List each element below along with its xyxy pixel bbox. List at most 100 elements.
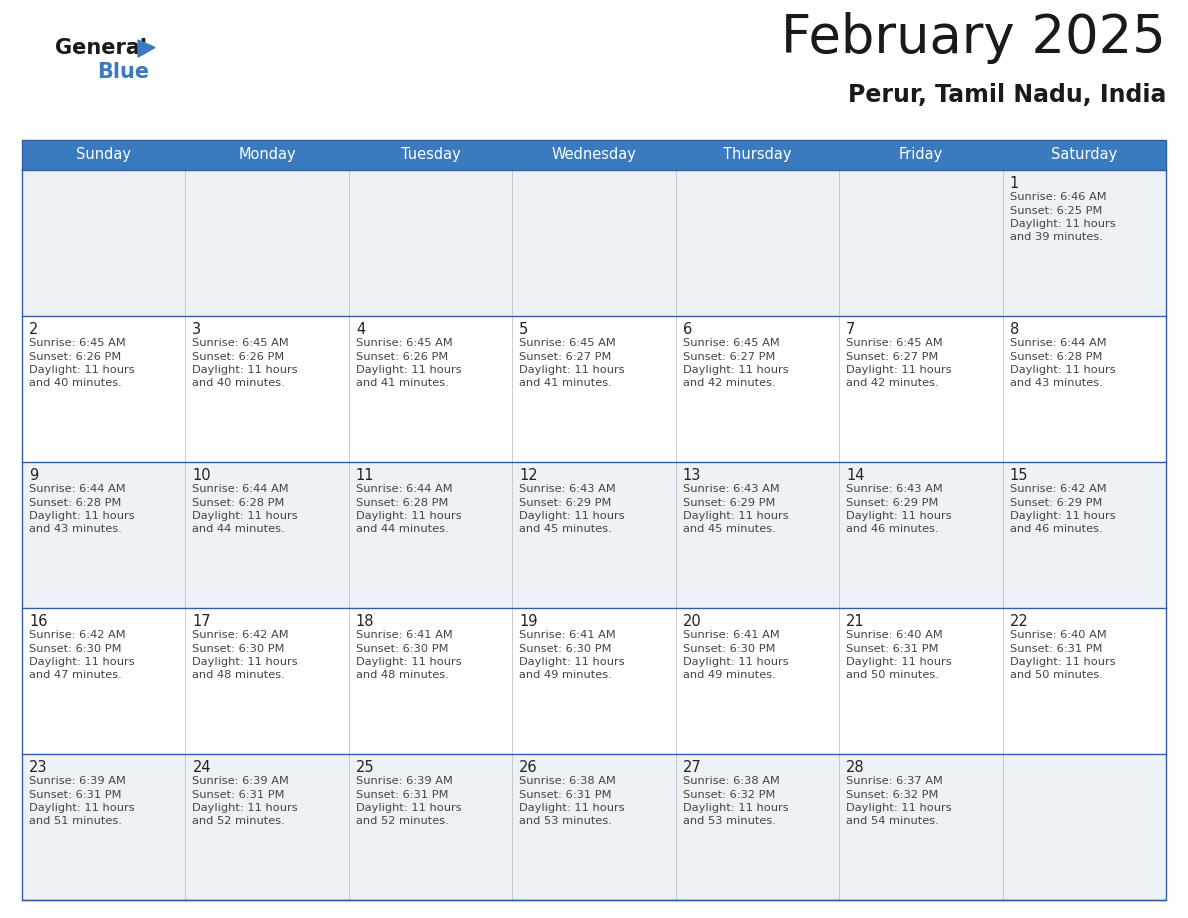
Text: and 45 minutes.: and 45 minutes. xyxy=(683,524,776,534)
Bar xyxy=(23,140,1165,900)
Text: 7: 7 xyxy=(846,322,855,337)
Text: Daylight: 11 hours: Daylight: 11 hours xyxy=(846,803,952,813)
Text: and 50 minutes.: and 50 minutes. xyxy=(846,670,939,680)
Text: Sunset: 6:26 PM: Sunset: 6:26 PM xyxy=(192,352,285,362)
Text: Sunset: 6:30 PM: Sunset: 6:30 PM xyxy=(29,644,121,654)
Polygon shape xyxy=(138,40,154,57)
Text: Sunset: 6:28 PM: Sunset: 6:28 PM xyxy=(1010,352,1102,362)
Text: and 45 minutes.: and 45 minutes. xyxy=(519,524,612,534)
Text: Daylight: 11 hours: Daylight: 11 hours xyxy=(519,657,625,667)
Text: Saturday: Saturday xyxy=(1051,148,1118,162)
Text: Daylight: 11 hours: Daylight: 11 hours xyxy=(683,657,789,667)
Text: Sunset: 6:31 PM: Sunset: 6:31 PM xyxy=(1010,644,1102,654)
Text: and 49 minutes.: and 49 minutes. xyxy=(683,670,776,680)
Text: 8: 8 xyxy=(1010,322,1019,337)
Text: Daylight: 11 hours: Daylight: 11 hours xyxy=(356,803,461,813)
Text: Perur, Tamil Nadu, India: Perur, Tamil Nadu, India xyxy=(847,83,1165,107)
Text: Daylight: 11 hours: Daylight: 11 hours xyxy=(846,365,952,375)
Text: Sunset: 6:30 PM: Sunset: 6:30 PM xyxy=(192,644,285,654)
Text: Sunrise: 6:44 AM: Sunrise: 6:44 AM xyxy=(356,484,453,494)
Text: Wednesday: Wednesday xyxy=(551,148,637,162)
Text: Monday: Monday xyxy=(239,148,296,162)
Text: 13: 13 xyxy=(683,468,701,483)
Text: Daylight: 11 hours: Daylight: 11 hours xyxy=(29,511,134,521)
Text: Sunset: 6:28 PM: Sunset: 6:28 PM xyxy=(192,498,285,508)
Text: Sunrise: 6:45 AM: Sunrise: 6:45 AM xyxy=(29,338,126,348)
Text: 6: 6 xyxy=(683,322,691,337)
Text: Sunrise: 6:41 AM: Sunrise: 6:41 AM xyxy=(519,630,617,640)
Text: and 54 minutes.: and 54 minutes. xyxy=(846,816,939,826)
Bar xyxy=(23,316,1165,462)
Text: Sunrise: 6:45 AM: Sunrise: 6:45 AM xyxy=(356,338,453,348)
Text: 3: 3 xyxy=(192,322,202,337)
Text: Sunrise: 6:43 AM: Sunrise: 6:43 AM xyxy=(683,484,779,494)
Text: Sunrise: 6:39 AM: Sunrise: 6:39 AM xyxy=(29,776,126,786)
Text: Sunset: 6:31 PM: Sunset: 6:31 PM xyxy=(846,644,939,654)
Text: 11: 11 xyxy=(356,468,374,483)
Text: Sunrise: 6:44 AM: Sunrise: 6:44 AM xyxy=(1010,338,1106,348)
Text: Daylight: 11 hours: Daylight: 11 hours xyxy=(683,803,789,813)
Text: Sunrise: 6:37 AM: Sunrise: 6:37 AM xyxy=(846,776,943,786)
Text: and 40 minutes.: and 40 minutes. xyxy=(192,378,285,388)
Text: Sunrise: 6:41 AM: Sunrise: 6:41 AM xyxy=(356,630,453,640)
Text: and 42 minutes.: and 42 minutes. xyxy=(683,378,776,388)
Bar xyxy=(23,754,1165,900)
Text: 23: 23 xyxy=(29,760,48,775)
Text: 20: 20 xyxy=(683,614,701,629)
Text: Daylight: 11 hours: Daylight: 11 hours xyxy=(29,365,134,375)
Text: Daylight: 11 hours: Daylight: 11 hours xyxy=(192,657,298,667)
Text: and 52 minutes.: and 52 minutes. xyxy=(192,816,285,826)
Text: Sunset: 6:26 PM: Sunset: 6:26 PM xyxy=(356,352,448,362)
Text: 15: 15 xyxy=(1010,468,1028,483)
Text: Sunrise: 6:40 AM: Sunrise: 6:40 AM xyxy=(1010,630,1106,640)
Text: 17: 17 xyxy=(192,614,211,629)
Text: and 53 minutes.: and 53 minutes. xyxy=(683,816,776,826)
Text: Sunrise: 6:44 AM: Sunrise: 6:44 AM xyxy=(192,484,289,494)
Text: Daylight: 11 hours: Daylight: 11 hours xyxy=(683,511,789,521)
Text: and 46 minutes.: and 46 minutes. xyxy=(1010,524,1102,534)
Text: Sunset: 6:27 PM: Sunset: 6:27 PM xyxy=(519,352,612,362)
Text: 2: 2 xyxy=(29,322,38,337)
Text: and 44 minutes.: and 44 minutes. xyxy=(192,524,285,534)
Text: Blue: Blue xyxy=(97,62,150,82)
Text: and 48 minutes.: and 48 minutes. xyxy=(356,670,449,680)
Text: Sunset: 6:31 PM: Sunset: 6:31 PM xyxy=(192,789,285,800)
Text: Friday: Friday xyxy=(899,148,943,162)
Text: Sunrise: 6:42 AM: Sunrise: 6:42 AM xyxy=(192,630,289,640)
Text: 16: 16 xyxy=(29,614,48,629)
Text: and 44 minutes.: and 44 minutes. xyxy=(356,524,449,534)
Text: 28: 28 xyxy=(846,760,865,775)
Text: Sunset: 6:30 PM: Sunset: 6:30 PM xyxy=(683,644,776,654)
Text: and 39 minutes.: and 39 minutes. xyxy=(1010,232,1102,242)
Text: Sunset: 6:26 PM: Sunset: 6:26 PM xyxy=(29,352,121,362)
Text: 27: 27 xyxy=(683,760,701,775)
Text: Sunset: 6:32 PM: Sunset: 6:32 PM xyxy=(846,789,939,800)
Bar xyxy=(23,462,1165,608)
Text: February 2025: February 2025 xyxy=(782,12,1165,64)
Text: and 53 minutes.: and 53 minutes. xyxy=(519,816,612,826)
Text: and 49 minutes.: and 49 minutes. xyxy=(519,670,612,680)
Text: Daylight: 11 hours: Daylight: 11 hours xyxy=(29,657,134,667)
Text: and 41 minutes.: and 41 minutes. xyxy=(519,378,612,388)
Text: Sunset: 6:27 PM: Sunset: 6:27 PM xyxy=(846,352,939,362)
Text: Daylight: 11 hours: Daylight: 11 hours xyxy=(356,657,461,667)
Text: and 48 minutes.: and 48 minutes. xyxy=(192,670,285,680)
Text: 5: 5 xyxy=(519,322,529,337)
Text: Sunrise: 6:40 AM: Sunrise: 6:40 AM xyxy=(846,630,943,640)
Text: and 43 minutes.: and 43 minutes. xyxy=(1010,378,1102,388)
Text: Daylight: 11 hours: Daylight: 11 hours xyxy=(1010,657,1116,667)
Text: Daylight: 11 hours: Daylight: 11 hours xyxy=(192,511,298,521)
Text: Sunrise: 6:41 AM: Sunrise: 6:41 AM xyxy=(683,630,779,640)
Text: Sunrise: 6:45 AM: Sunrise: 6:45 AM xyxy=(683,338,779,348)
Text: and 43 minutes.: and 43 minutes. xyxy=(29,524,121,534)
Text: Sunset: 6:30 PM: Sunset: 6:30 PM xyxy=(519,644,612,654)
Text: Sunset: 6:30 PM: Sunset: 6:30 PM xyxy=(356,644,448,654)
Text: Daylight: 11 hours: Daylight: 11 hours xyxy=(519,803,625,813)
Text: Sunrise: 6:43 AM: Sunrise: 6:43 AM xyxy=(519,484,617,494)
Text: Sunrise: 6:39 AM: Sunrise: 6:39 AM xyxy=(192,776,290,786)
Text: 19: 19 xyxy=(519,614,538,629)
Text: Sunrise: 6:42 AM: Sunrise: 6:42 AM xyxy=(1010,484,1106,494)
Bar xyxy=(23,170,1165,316)
Bar xyxy=(23,140,1165,170)
Text: Daylight: 11 hours: Daylight: 11 hours xyxy=(1010,511,1116,521)
